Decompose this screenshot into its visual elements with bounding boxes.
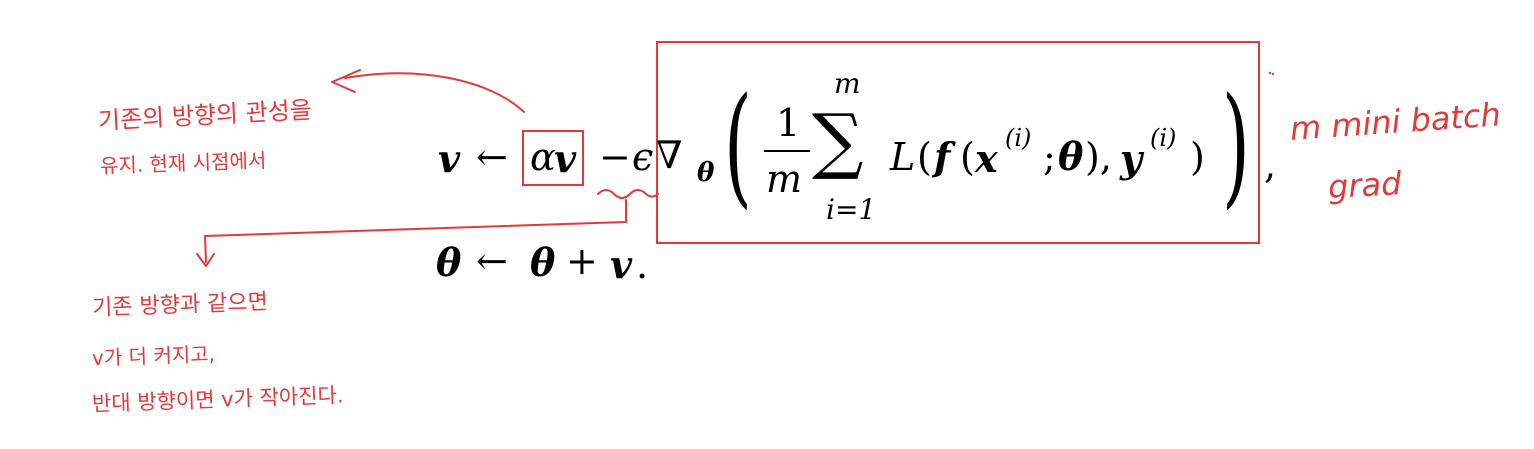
connector-line — [204, 199, 627, 263]
right-big-paren: ) — [1222, 69, 1250, 221]
minus-sign: − — [599, 135, 631, 179]
loss-symbol: L — [890, 135, 916, 179]
superscript-i: (i) — [1005, 124, 1032, 152]
superscript-i: (i) — [1150, 124, 1177, 152]
paren-close-comma: ), — [1085, 135, 1112, 179]
assign-arrow: ← — [476, 239, 508, 283]
input-symbol: x — [975, 136, 998, 181]
plus-sign: + — [566, 239, 598, 283]
parameter-symbol: θ — [1058, 134, 1084, 179]
left-big-paren: ( — [724, 69, 752, 221]
sum-lower-limit: i=1 — [826, 193, 877, 226]
connector-arrow-head — [196, 253, 215, 267]
nabla-subscript-theta: θ — [697, 158, 715, 188]
paren-close: ) — [1190, 135, 1205, 179]
fraction-numerator: 1 — [776, 101, 801, 145]
ink-dot — [1271, 72, 1275, 76]
fraction-denominator: m — [766, 157, 803, 201]
velocity-symbol: v — [438, 136, 461, 181]
paren-open: ( — [917, 135, 932, 179]
nabla-symbol: ∇ — [656, 133, 683, 177]
velocity-symbol: v — [554, 136, 577, 181]
model-function-symbol: f — [934, 134, 951, 179]
note-direction-line2: v가 더 커지고, — [91, 341, 216, 370]
paren-open: ( — [960, 135, 975, 179]
fraction-bar — [764, 150, 810, 152]
gradient-term-box — [656, 41, 1260, 244]
alpha-symbol: α — [530, 135, 556, 179]
curved-arrow-to-inertia-note — [344, 72, 525, 113]
target-symbol: y — [1120, 136, 1143, 181]
learning-rate-symbol: ϵ — [632, 135, 654, 179]
assign-arrow: ← — [476, 135, 508, 179]
sum-upper-limit: m — [834, 67, 861, 100]
summation-sign: ∑ — [812, 98, 864, 182]
period: . — [636, 243, 649, 287]
note-minibatch-grad-line2: grad — [1327, 164, 1403, 206]
semicolon: ; — [1043, 135, 1056, 179]
epsilon-squiggle — [597, 189, 659, 199]
parameter-symbol: θ — [530, 240, 556, 285]
trailing-comma: , — [1264, 143, 1277, 187]
note-direction-line1: 기존 방향과 같으면 — [91, 289, 269, 321]
ink-dot — [1268, 71, 1272, 75]
alpha-v-box — [522, 130, 584, 186]
parameter-symbol: θ — [436, 240, 462, 285]
curved-arrow-head — [331, 69, 361, 93]
velocity-symbol: v — [610, 242, 633, 287]
note-inertia-line2: 유지. 현재 시점에서 — [99, 148, 267, 178]
